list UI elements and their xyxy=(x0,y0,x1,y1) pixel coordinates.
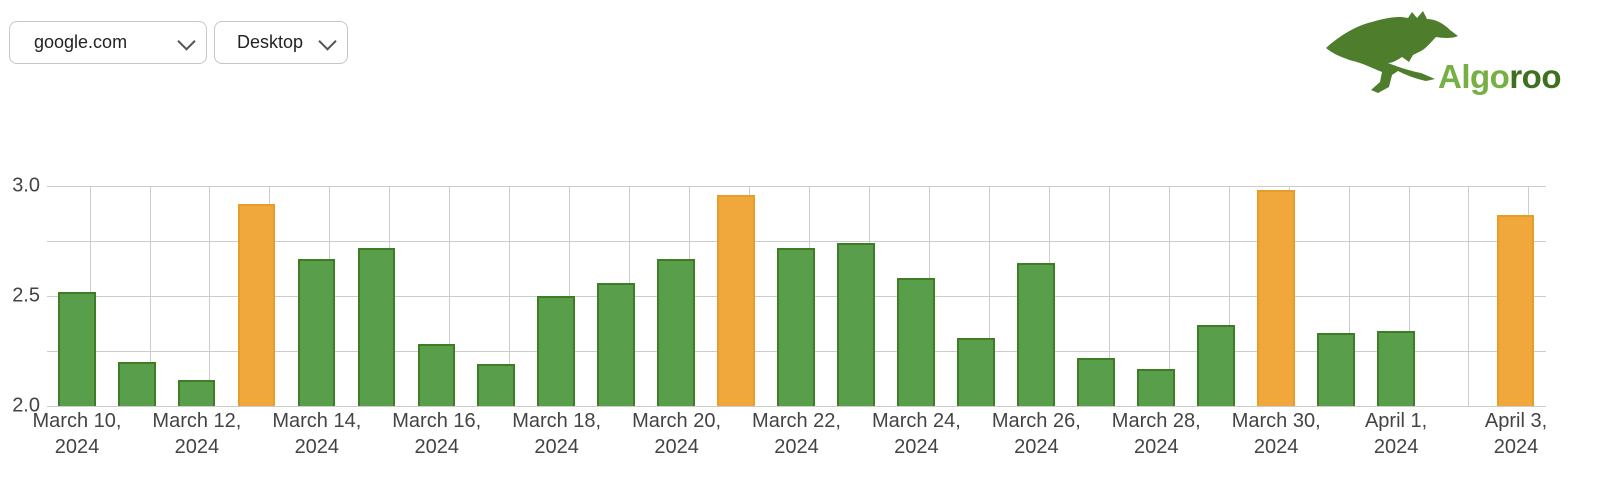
bar-march-22-2024[interactable] xyxy=(777,247,815,406)
gridline xyxy=(209,186,211,406)
x-tick-label: March 10, 2024 xyxy=(32,410,122,458)
bar-march-12-2024[interactable] xyxy=(177,379,216,406)
bar-march-31-2024[interactable] xyxy=(1316,333,1355,406)
gridline xyxy=(1228,186,1230,406)
bar-slot-march-30-2024 xyxy=(1246,186,1306,406)
bar-slot-march-11-2024 xyxy=(107,186,167,406)
x-tick-label: March 14, 2024 xyxy=(272,410,362,458)
y-axis: 3.0 2.5 2.0 xyxy=(0,175,40,417)
bar-series xyxy=(47,186,1546,406)
gridline xyxy=(1348,186,1350,406)
bar-slot-march-26-2024 xyxy=(1006,186,1066,406)
volatility-chart xyxy=(47,186,1546,407)
y-tick-label: 2.0 xyxy=(12,394,40,417)
bar-slot-march-12-2024 xyxy=(167,186,227,406)
bar-slot-march-17-2024 xyxy=(467,186,527,406)
bar-march-30-2024[interactable] xyxy=(1256,190,1295,406)
bar-slot-march-21-2024 xyxy=(706,186,766,406)
gridline xyxy=(47,241,1546,242)
gridline xyxy=(449,186,451,406)
x-tick-label: March 24, 2024 xyxy=(871,410,961,458)
gridline xyxy=(149,186,151,406)
gridline xyxy=(509,186,511,406)
bar-slot-march-13-2024 xyxy=(227,186,287,406)
bar-march-15-2024[interactable] xyxy=(357,247,396,406)
bar-slot-march-23-2024 xyxy=(826,186,886,406)
x-tick-label: March 30, 2024 xyxy=(1231,410,1321,458)
x-tick-label: March 20, 2024 xyxy=(632,410,722,458)
x-tick-label: March 22, 2024 xyxy=(752,410,841,458)
bar-slot-march-31-2024 xyxy=(1306,186,1366,406)
gridline xyxy=(1168,186,1170,406)
bar-march-29-2024[interactable] xyxy=(1196,324,1235,406)
bar-march-10-2024[interactable] xyxy=(57,291,96,406)
gridline xyxy=(1108,186,1110,406)
bar-march-16-2024[interactable] xyxy=(417,344,456,406)
x-axis-labels: March 10, 2024 March 12, 2024 March 14, 2024 M… xyxy=(33,408,1548,464)
bar-march-17-2024[interactable] xyxy=(477,364,516,406)
algoroo-logo[interactable]: Algoroo xyxy=(1322,6,1584,96)
bar-march-19-2024[interactable] xyxy=(597,282,636,406)
bar-slot-march-18-2024 xyxy=(527,186,587,406)
x-tick-label: March 18, 2024 xyxy=(512,410,602,458)
x-tick-label: March 26, 2024 xyxy=(991,410,1081,458)
bar-slot-march-27-2024 xyxy=(1066,186,1126,406)
x-tick-label: March 12, 2024 xyxy=(152,410,242,458)
chevron-down-icon xyxy=(177,31,196,51)
bar-slot-march-25-2024 xyxy=(946,186,1006,406)
y-tick-label: 3.0 xyxy=(12,174,40,197)
bar-slot-march-29-2024 xyxy=(1186,186,1246,406)
kangaroo-icon xyxy=(1326,11,1458,93)
bar-march-13-2024[interactable] xyxy=(237,203,276,406)
gridline xyxy=(1408,186,1410,406)
x-tick-label: March 16, 2024 xyxy=(392,410,482,458)
bar-slot-april-1-2024 xyxy=(1366,186,1426,406)
bar-march-23-2024[interactable] xyxy=(837,243,875,406)
site-dropdown[interactable]: google.com xyxy=(9,21,207,64)
gridline xyxy=(988,186,990,406)
bar-march-24-2024[interactable] xyxy=(897,278,935,406)
gridline xyxy=(47,406,1546,407)
x-tick-label: April 1, 2024 xyxy=(1364,410,1428,458)
gridline xyxy=(47,186,1546,187)
bar-march-26-2024[interactable] xyxy=(1017,263,1055,406)
bar-march-11-2024[interactable] xyxy=(117,362,156,406)
bar-slot-march-24-2024 xyxy=(886,186,946,406)
bar-march-25-2024[interactable] xyxy=(957,337,995,406)
logo-text-roo: roo xyxy=(1509,58,1561,95)
gridline xyxy=(1468,186,1470,406)
bar-march-20-2024[interactable] xyxy=(657,258,696,406)
bar-march-14-2024[interactable] xyxy=(297,258,336,406)
bar-slot-april-3-2024 xyxy=(1486,186,1546,406)
bar-april-3-2024[interactable] xyxy=(1496,214,1535,406)
device-dropdown-value: Desktop xyxy=(237,32,304,52)
bar-march-21-2024[interactable] xyxy=(717,194,756,406)
bar-slot-march-16-2024 xyxy=(407,186,467,406)
bar-slot-march-15-2024 xyxy=(347,186,407,406)
chevron-down-icon xyxy=(318,31,337,51)
x-tick-label: April 3, 2024 xyxy=(1484,410,1548,458)
bar-slot-march-22-2024 xyxy=(766,186,826,406)
bar-slot-march-28-2024 xyxy=(1126,186,1186,406)
bar-slot-april-2-2024 xyxy=(1426,186,1486,406)
bar-march-18-2024[interactable] xyxy=(537,296,576,406)
bar-slot-march-20-2024 xyxy=(647,186,707,406)
site-dropdown-value: google.com xyxy=(34,32,128,52)
x-tick-label: March 28, 2024 xyxy=(1111,410,1201,458)
device-dropdown[interactable]: Desktop xyxy=(214,21,348,64)
y-tick-label: 2.5 xyxy=(12,284,40,307)
bar-slot-march-10-2024 xyxy=(47,186,107,406)
logo-text-algo: Algo xyxy=(1438,58,1510,95)
bar-slot-march-14-2024 xyxy=(287,186,347,406)
bar-slot-march-19-2024 xyxy=(587,186,647,406)
bar-march-28-2024[interactable] xyxy=(1136,368,1175,406)
bar-april-1-2024[interactable] xyxy=(1376,331,1415,406)
bar-march-27-2024[interactable] xyxy=(1076,357,1115,406)
